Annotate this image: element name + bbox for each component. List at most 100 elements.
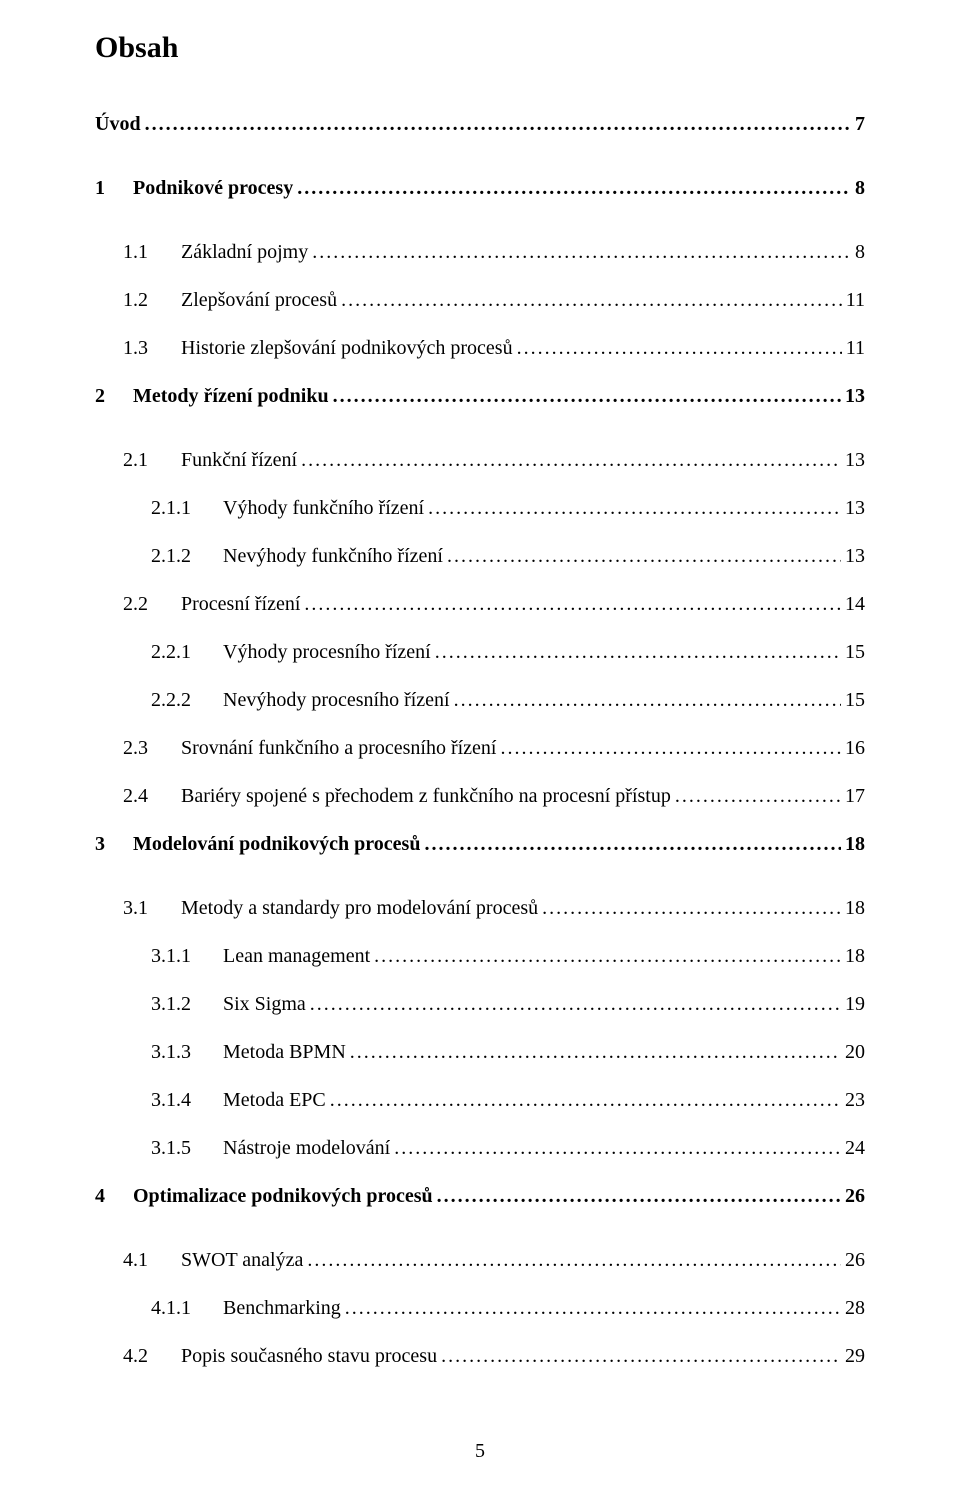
- toc-entry-number: 1.2: [123, 288, 181, 312]
- toc-entry: 1.2Zlepšování procesů 11: [95, 288, 865, 312]
- toc-leader-dots: [675, 784, 841, 808]
- toc-entry-page: 24: [845, 1136, 865, 1160]
- toc-entry-page: 13: [845, 384, 865, 408]
- toc-entry-number: 1.1: [123, 240, 181, 264]
- toc-entry-page: 11: [846, 336, 865, 360]
- toc-entry: 4.2Popis současného stavu procesu29: [95, 1344, 865, 1368]
- toc-entry-page: 18: [845, 832, 865, 856]
- toc-leader-dots: [333, 384, 841, 408]
- toc-entry-number: 2.1.1: [151, 496, 223, 520]
- toc-entry-page: 8: [855, 176, 865, 200]
- toc-leader-dots: [424, 832, 841, 856]
- toc-entry: 1.1Základní pojmy8: [95, 240, 865, 264]
- toc-leader-dots: [437, 1184, 841, 1208]
- toc-entry-label: Metoda EPC: [223, 1088, 326, 1112]
- toc-entry-label: Optimalizace podnikových procesů: [133, 1184, 433, 1208]
- toc-entry: 4.1SWOT analýza26: [95, 1248, 865, 1272]
- toc-entry: 3.1.3Metoda BPMN20: [95, 1040, 865, 1064]
- toc-entry-label: Bariéry spojené s přechodem z funkčního …: [181, 784, 671, 808]
- toc-entry-label: Popis současného stavu procesu: [181, 1344, 437, 1368]
- toc-leader-dots: [341, 288, 842, 312]
- toc-entry-page: 13: [845, 544, 865, 568]
- toc-entry: 3.1.2Six Sigma 19: [95, 992, 865, 1016]
- toc-entry-label: Podnikové procesy: [133, 176, 293, 200]
- toc-entry: 2.2.1Výhody procesního řízení15: [95, 640, 865, 664]
- toc-entry-page: 18: [845, 896, 865, 920]
- toc-entry-label: Nevýhody funkčního řízení: [223, 544, 443, 568]
- page-number: 5: [0, 1440, 960, 1463]
- toc-entry-label: Metody a standardy pro modelování proces…: [181, 896, 538, 920]
- toc-leader-dots: [454, 688, 841, 712]
- toc-entry-number: 1.3: [123, 336, 181, 360]
- toc-entry: 2Metody řízení podniku 13: [95, 384, 865, 408]
- toc-entry-number: 3.1.5: [151, 1136, 223, 1160]
- toc-entry-number: 3.1.1: [151, 944, 223, 968]
- toc-entry-page: 15: [845, 640, 865, 664]
- toc-entry-label: Nástroje modelování: [223, 1136, 390, 1160]
- toc-entry-number: 3.1.2: [151, 992, 223, 1016]
- toc-entry-number: 3: [95, 832, 133, 856]
- toc-entry-label: Six Sigma: [223, 992, 306, 1016]
- toc-entry-page: 19: [845, 992, 865, 1016]
- toc-entry-page: 13: [845, 496, 865, 520]
- toc-leader-dots: [297, 176, 851, 200]
- toc-entry-number: 2: [95, 384, 133, 408]
- toc-leader-dots: [428, 496, 841, 520]
- toc-entry-label: Benchmarking: [223, 1296, 341, 1320]
- toc-entry-number: 3.1.4: [151, 1088, 223, 1112]
- toc-entry-page: 11: [846, 288, 865, 312]
- toc-leader-dots: [307, 1248, 841, 1272]
- toc-entry: 3.1Metody a standardy pro modelování pro…: [95, 896, 865, 920]
- toc-leader-dots: [542, 896, 841, 920]
- toc-entry-number: 3.1.3: [151, 1040, 223, 1064]
- toc-entry: 2.4Bariéry spojené s přechodem z funkční…: [95, 784, 865, 808]
- toc-leader-dots: [145, 112, 851, 136]
- toc-entry: 1Podnikové procesy 8: [95, 176, 865, 200]
- page-title: Obsah: [95, 30, 865, 66]
- toc-entry: Úvod7: [95, 112, 865, 136]
- toc-entry: 2.1Funkční řízení 13: [95, 448, 865, 472]
- toc-entry-page: 26: [845, 1184, 865, 1208]
- toc-entry: 2.2.2Nevýhody procesního řízení 15: [95, 688, 865, 712]
- toc-entry-number: 2.1.2: [151, 544, 223, 568]
- toc-entry-label: Funkční řízení: [181, 448, 297, 472]
- toc-entry-label: Výhody funkčního řízení: [223, 496, 424, 520]
- toc-entry-label: Výhody procesního řízení: [223, 640, 431, 664]
- toc-entry-label: Úvod: [95, 112, 141, 136]
- toc-entry-page: 29: [845, 1344, 865, 1368]
- toc-leader-dots: [517, 336, 842, 360]
- toc-leader-dots: [312, 240, 851, 264]
- toc-entry-number: 4.1.1: [151, 1296, 223, 1320]
- toc-entry-label: Základní pojmy: [181, 240, 308, 264]
- page: Obsah Úvod7 1Podnikové procesy 8 1.1Základn…: [0, 0, 960, 1491]
- toc-entry-number: 2.1: [123, 448, 181, 472]
- toc-entry: 3.1.4Metoda EPC 23: [95, 1088, 865, 1112]
- toc-entry: 1.3Historie zlepšování podnikových proce…: [95, 336, 865, 360]
- toc-entry-number: 2.2.2: [151, 688, 223, 712]
- toc-entry: 2.2Procesní řízení14: [95, 592, 865, 616]
- toc-entry-label: Zlepšování procesů: [181, 288, 337, 312]
- toc-list: Úvod7 1Podnikové procesy 8 1.1Základní pojm…: [95, 112, 865, 1368]
- toc-leader-dots: [500, 736, 841, 760]
- toc-entry-page: 14: [845, 592, 865, 616]
- toc-entry-label: Metoda BPMN: [223, 1040, 346, 1064]
- toc-entry-page: 13: [845, 448, 865, 472]
- toc-entry: 3Modelování podnikových procesů18: [95, 832, 865, 856]
- toc-entry-page: 15: [845, 688, 865, 712]
- toc-leader-dots: [441, 1344, 841, 1368]
- toc-entry-label: Historie zlepšování podnikových procesů: [181, 336, 513, 360]
- toc-entry-number: 2.4: [123, 784, 181, 808]
- toc-entry-label: Metody řízení podniku: [133, 384, 329, 408]
- toc-entry-page: 23: [845, 1088, 865, 1112]
- toc-entry-label: Nevýhody procesního řízení: [223, 688, 450, 712]
- toc-leader-dots: [310, 992, 841, 1016]
- toc-leader-dots: [374, 944, 841, 968]
- toc-entry-number: 4: [95, 1184, 133, 1208]
- toc-entry-page: 28: [845, 1296, 865, 1320]
- toc-entry-number: 1: [95, 176, 133, 200]
- toc-entry: 2.3Srovnání funkčního a procesního řízen…: [95, 736, 865, 760]
- toc-entry: 3.1.5Nástroje modelování 24: [95, 1136, 865, 1160]
- toc-leader-dots: [447, 544, 841, 568]
- toc-entry-label: Srovnání funkčního a procesního řízení: [181, 736, 496, 760]
- toc-entry-page: 18: [845, 944, 865, 968]
